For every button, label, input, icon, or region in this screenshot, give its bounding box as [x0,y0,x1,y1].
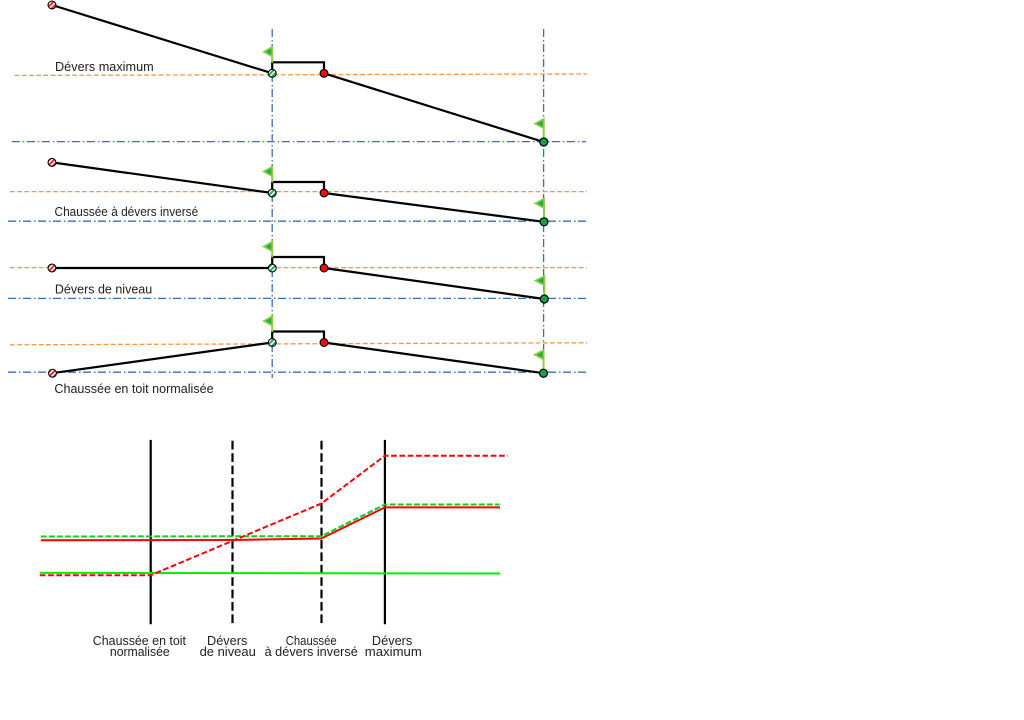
svg-text:normalisée: normalisée [110,644,170,659]
svg-text:Dévers maximum: Dévers maximum [55,59,154,74]
svg-text:Chaussée: Chaussée [286,633,337,648]
svg-text:Dévers de niveau: Dévers de niveau [55,281,152,296]
svg-text:maximum: maximum [365,644,422,659]
svg-text:Dévers: Dévers [207,633,248,648]
svg-text:Chaussée en toit: Chaussée en toit [93,633,187,648]
svg-text:Dévers: Dévers [372,633,413,648]
svg-text:Chaussée en toit normalisée: Chaussée en toit normalisée [54,381,213,396]
svg-text:à dévers inversé: à dévers inversé [265,644,358,659]
svg-text:Chaussée à dévers inversé: Chaussée à dévers inversé [55,204,199,219]
svg-text:de niveau: de niveau [200,644,256,659]
